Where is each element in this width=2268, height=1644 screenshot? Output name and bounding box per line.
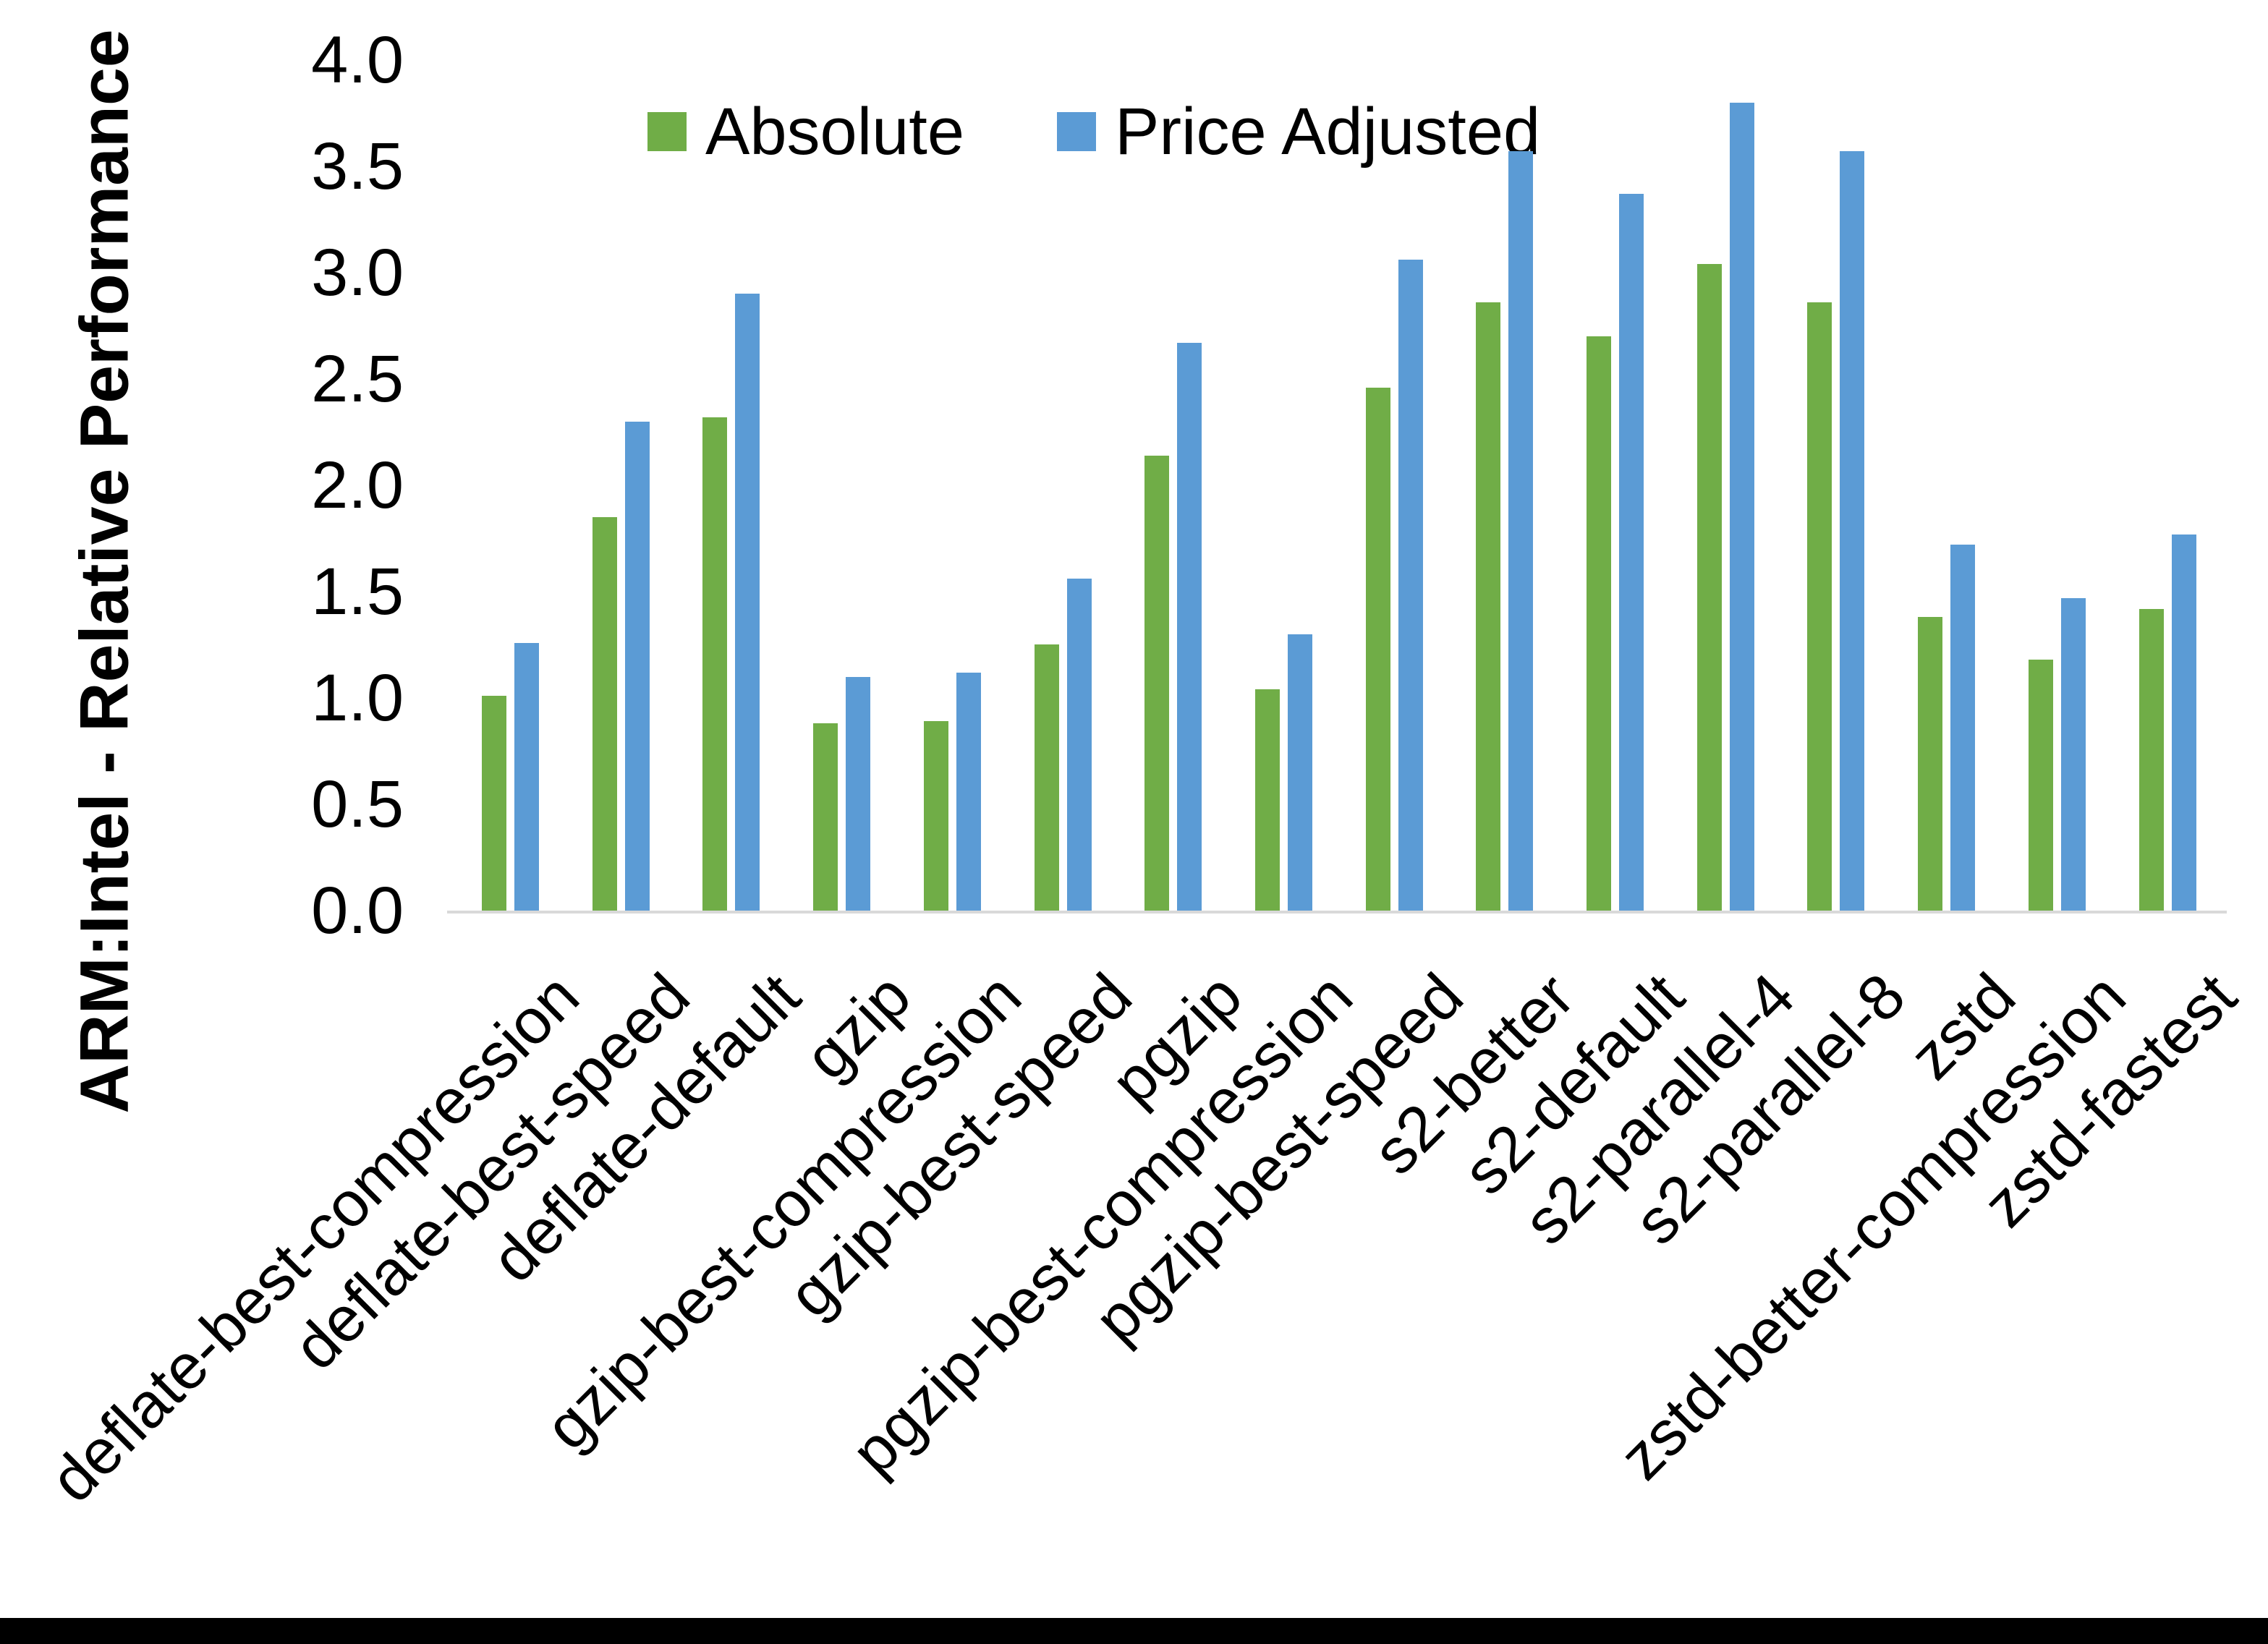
y-tick-label-1.0: 1.0 — [311, 661, 404, 735]
bar-pgzip-best-speed-price-adjusted — [1398, 260, 1423, 911]
bar-deflate-best-compression-absolute — [482, 696, 506, 911]
bar-zstd-absolute — [1918, 617, 1943, 911]
legend-item-absolute: Absolute — [647, 98, 964, 165]
bar-gzip-best-speed-absolute — [1034, 644, 1059, 911]
plot-area — [447, 60, 2227, 913]
bar-deflate-best-compression-price-adjusted — [514, 643, 539, 911]
bar-gzip-absolute — [813, 723, 838, 911]
y-tick-label-4.0: 4.0 — [311, 23, 404, 97]
bar-deflate-best-speed-absolute — [592, 517, 617, 911]
bar-zstd-price-adjusted — [1950, 545, 1976, 911]
bar-zstd-better-compression-price-adjusted — [2060, 598, 2086, 911]
y-tick-label-3.5: 3.5 — [311, 129, 404, 203]
bar-s2-parallel-8-absolute — [1807, 302, 1832, 911]
bar-zstd-fastest-price-adjusted — [2171, 534, 2196, 911]
bar-gzip-best-speed-price-adjusted — [1066, 579, 1092, 911]
bar-deflate-default-price-adjusted — [735, 294, 760, 911]
legend-label: Absolute — [705, 95, 965, 169]
y-tick-label-0.5: 0.5 — [311, 767, 404, 841]
bar-s2-better-price-adjusted — [1508, 151, 1534, 911]
legend: Absolute Price Adjusted — [647, 81, 1540, 182]
legend-swatch-icon — [1057, 112, 1097, 151]
bottom-border — [0, 1618, 2268, 1644]
y-tick-label-0.0: 0.0 — [311, 874, 404, 947]
bar-s2-parallel-4-absolute — [1696, 264, 1722, 911]
legend-label: Price Adjusted — [1115, 95, 1541, 169]
bar-s2-default-price-adjusted — [1619, 194, 1644, 911]
y-tick-label-2.0: 2.0 — [311, 448, 404, 522]
bar-pgzip-absolute — [1144, 456, 1170, 911]
bar-s2-parallel-8-price-adjusted — [1840, 151, 1865, 911]
bar-deflate-best-speed-price-adjusted — [624, 422, 650, 911]
y-tick-label-2.5: 2.5 — [311, 342, 404, 416]
bar-gzip-best-compression-price-adjusted — [956, 673, 981, 911]
bar-gzip-price-adjusted — [846, 677, 871, 911]
y-tick-label-1.5: 1.5 — [311, 555, 404, 629]
bar-zstd-better-compression-absolute — [2028, 660, 2053, 911]
legend-item-price-adjusted: Price Adjusted — [1057, 98, 1540, 165]
bar-pgzip-best-compression-price-adjusted — [1287, 634, 1312, 911]
bar-s2-better-absolute — [1476, 302, 1501, 911]
bar-zstd-fastest-absolute — [2139, 609, 2164, 911]
bar-deflate-default-absolute — [702, 417, 728, 911]
legend-swatch-icon — [647, 112, 687, 151]
bar-s2-default-absolute — [1587, 336, 1611, 911]
bar-pgzip-price-adjusted — [1177, 343, 1202, 911]
y-tick-label-3.0: 3.0 — [311, 236, 404, 310]
bar-pgzip-best-compression-absolute — [1254, 689, 1280, 911]
bar-gzip-best-compression-absolute — [923, 721, 948, 911]
bar-pgzip-best-speed-absolute — [1365, 388, 1390, 911]
x-axis-line — [447, 911, 2227, 913]
bar-s2-parallel-4-price-adjusted — [1729, 103, 1754, 911]
y-axis-title: ARM:Intel - Relative Performance — [66, 29, 143, 1114]
